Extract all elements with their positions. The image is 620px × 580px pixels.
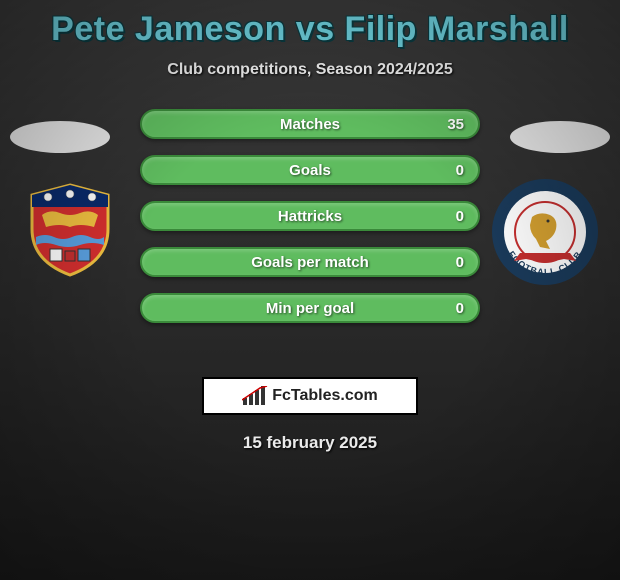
stat-value: 35 — [447, 116, 464, 133]
stat-bar-min-per-goal: Min per goal 0 — [140, 293, 480, 323]
stat-label: Matches — [280, 116, 340, 133]
stat-label: Goals — [289, 162, 331, 179]
stat-value: 0 — [456, 208, 464, 225]
brand-text: FcTables.com — [272, 387, 378, 405]
player-left-silhouette — [10, 121, 110, 153]
page-title: Pete Jameson vs Filip Marshall — [0, 0, 620, 49]
stat-bar-hattricks: Hattricks 0 — [140, 201, 480, 231]
comparison-panel: CREWE ALEXANDRA FOOTBALL CLUB Matches 35… — [0, 109, 620, 369]
stat-bar-goals-per-match: Goals per match 0 — [140, 247, 480, 277]
brand-badge: FcTables.com — [202, 377, 418, 415]
club-crest-right: CREWE ALEXANDRA FOOTBALL CLUB — [490, 177, 600, 287]
stat-bar-matches: Matches 35 — [140, 109, 480, 139]
stat-label: Hattricks — [278, 208, 342, 225]
stat-value: 0 — [456, 300, 464, 317]
stat-value: 0 — [456, 254, 464, 271]
subtitle: Club competitions, Season 2024/2025 — [0, 61, 620, 79]
round-crest-icon: CREWE ALEXANDRA FOOTBALL CLUB — [490, 177, 600, 287]
club-crest-left — [20, 179, 120, 279]
stat-value: 0 — [456, 162, 464, 179]
player-right-silhouette — [510, 121, 610, 153]
stat-label: Min per goal — [266, 300, 354, 317]
stat-bar-goals: Goals 0 — [140, 155, 480, 185]
stat-label: Goals per match — [251, 254, 369, 271]
bar-chart-icon — [242, 386, 268, 406]
stat-bar-list: Matches 35 Goals 0 Hattricks 0 Goals per… — [140, 109, 480, 339]
shield-crest-icon — [20, 179, 120, 279]
date-label: 15 february 2025 — [0, 433, 620, 453]
